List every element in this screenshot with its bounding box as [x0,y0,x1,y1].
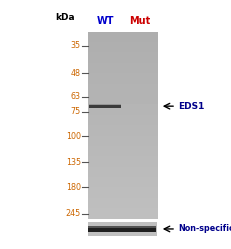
Text: 180: 180 [66,183,81,192]
Text: EDS1: EDS1 [178,102,204,111]
Bar [88,226,156,228]
Text: 75: 75 [71,107,81,116]
Text: 48: 48 [71,68,81,77]
Text: 35: 35 [71,41,81,50]
Text: kDa: kDa [55,13,75,22]
Text: Non-specific: Non-specific [178,224,231,234]
Text: 63: 63 [71,92,81,101]
Text: WT: WT [96,16,114,26]
Text: 245: 245 [66,209,81,218]
Text: Mut: Mut [129,16,150,26]
Bar [88,226,156,232]
Text: 135: 135 [66,158,81,167]
Text: 100: 100 [66,132,81,141]
Bar [89,104,121,105]
Bar [89,105,121,108]
Bar [88,222,157,236]
